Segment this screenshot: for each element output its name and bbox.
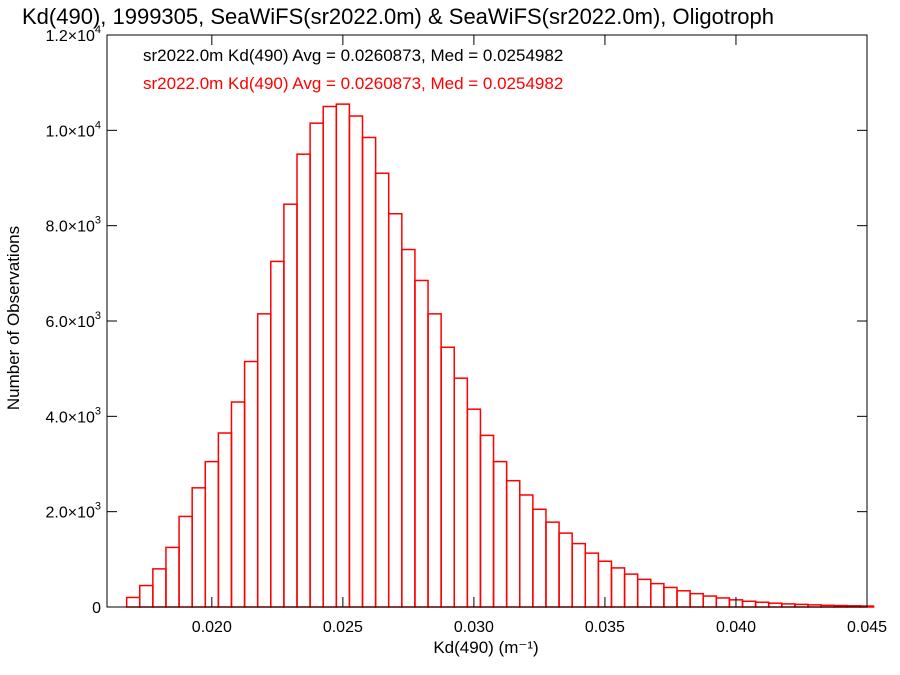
histogram-bar	[453, 377, 469, 608]
x-tick-label: 0.025	[323, 619, 363, 636]
histogram-bar	[767, 602, 783, 608]
x-axis-label: Kd(490) (m⁻¹)	[433, 638, 539, 657]
histogram-bar	[401, 248, 416, 608]
histogram-bar	[283, 203, 298, 608]
histogram-bar	[558, 532, 573, 608]
histogram-bar	[440, 346, 455, 608]
y-tick-label: 1.0×104	[45, 119, 101, 140]
histogram-bar	[191, 487, 207, 608]
histogram-bar	[217, 432, 233, 608]
histogram-bar	[387, 213, 403, 608]
plot-frame	[106, 34, 868, 608]
y-tick-label: 2.0×103	[45, 501, 101, 522]
histogram-bar	[165, 546, 180, 608]
histogram-bar	[374, 172, 390, 608]
histogram-bar	[584, 552, 600, 608]
x-tick-label: 0.045	[847, 619, 887, 636]
histogram-bar	[139, 584, 154, 608]
y-tick-label: 1.2×104	[45, 24, 101, 45]
histogram-bar	[676, 590, 691, 608]
histogram-bar	[125, 596, 141, 608]
histogram-bar	[663, 586, 678, 608]
histogram-bar	[204, 460, 220, 608]
histogram-bar	[256, 313, 272, 608]
y-tick-label: 0	[92, 600, 101, 617]
histogram-bar	[309, 122, 324, 608]
histogram-bar	[650, 582, 665, 608]
histogram-bar	[545, 521, 560, 608]
histogram-bar	[230, 401, 246, 608]
histogram-bar	[571, 542, 587, 608]
histogram-bar	[519, 494, 534, 608]
histogram-bar	[243, 360, 259, 608]
histogram-bar	[322, 105, 338, 608]
x-tick-label: 0.040	[716, 619, 756, 636]
x-tick-label: 0.035	[585, 619, 625, 636]
histogram-bar	[702, 595, 718, 608]
annotation-black: sr2022.0m Kd(490) Avg = 0.0260873, Med =…	[143, 46, 564, 65]
histogram-bar	[715, 597, 731, 608]
y-tick-label: 8.0×103	[45, 215, 101, 236]
histogram-bar	[427, 313, 442, 608]
histogram-bar	[505, 479, 521, 608]
y-tick-label: 4.0×103	[45, 405, 101, 426]
histogram-bar	[152, 568, 167, 608]
histogram-bar	[492, 460, 508, 608]
x-tick-label: 0.020	[192, 619, 232, 636]
histogram-bar	[636, 578, 652, 608]
histogram-bar	[689, 592, 704, 608]
histogram-bars	[125, 103, 875, 608]
histogram-bar	[348, 115, 364, 608]
histogram-bar	[623, 573, 639, 608]
y-tick-label: 6.0×103	[45, 310, 101, 331]
x-tick-label: 0.030	[454, 619, 494, 636]
histogram-bar	[466, 408, 482, 608]
histogram-bar	[754, 601, 770, 608]
histogram-bar	[414, 279, 429, 608]
histogram-bar	[479, 434, 495, 608]
axis-ticks: 0.020 0.025 0.030 0.035 0.040 0.045 0 2.0×103 4.…	[45, 24, 887, 636]
chart-title: Kd(490), 1999305, SeaWiFS(sr2022.0m) & S…	[22, 4, 774, 29]
histogram-bar	[178, 515, 193, 608]
histogram-bar	[361, 136, 377, 608]
histogram-bar	[335, 103, 351, 608]
histogram-bar	[610, 567, 626, 608]
histogram-bar	[532, 508, 547, 608]
annotation-red: sr2022.0m Kd(490) Avg = 0.0260873, Med =…	[143, 74, 564, 93]
histogram-bar	[270, 260, 285, 608]
histogram-bar	[296, 153, 311, 608]
histogram-bar	[741, 600, 757, 608]
